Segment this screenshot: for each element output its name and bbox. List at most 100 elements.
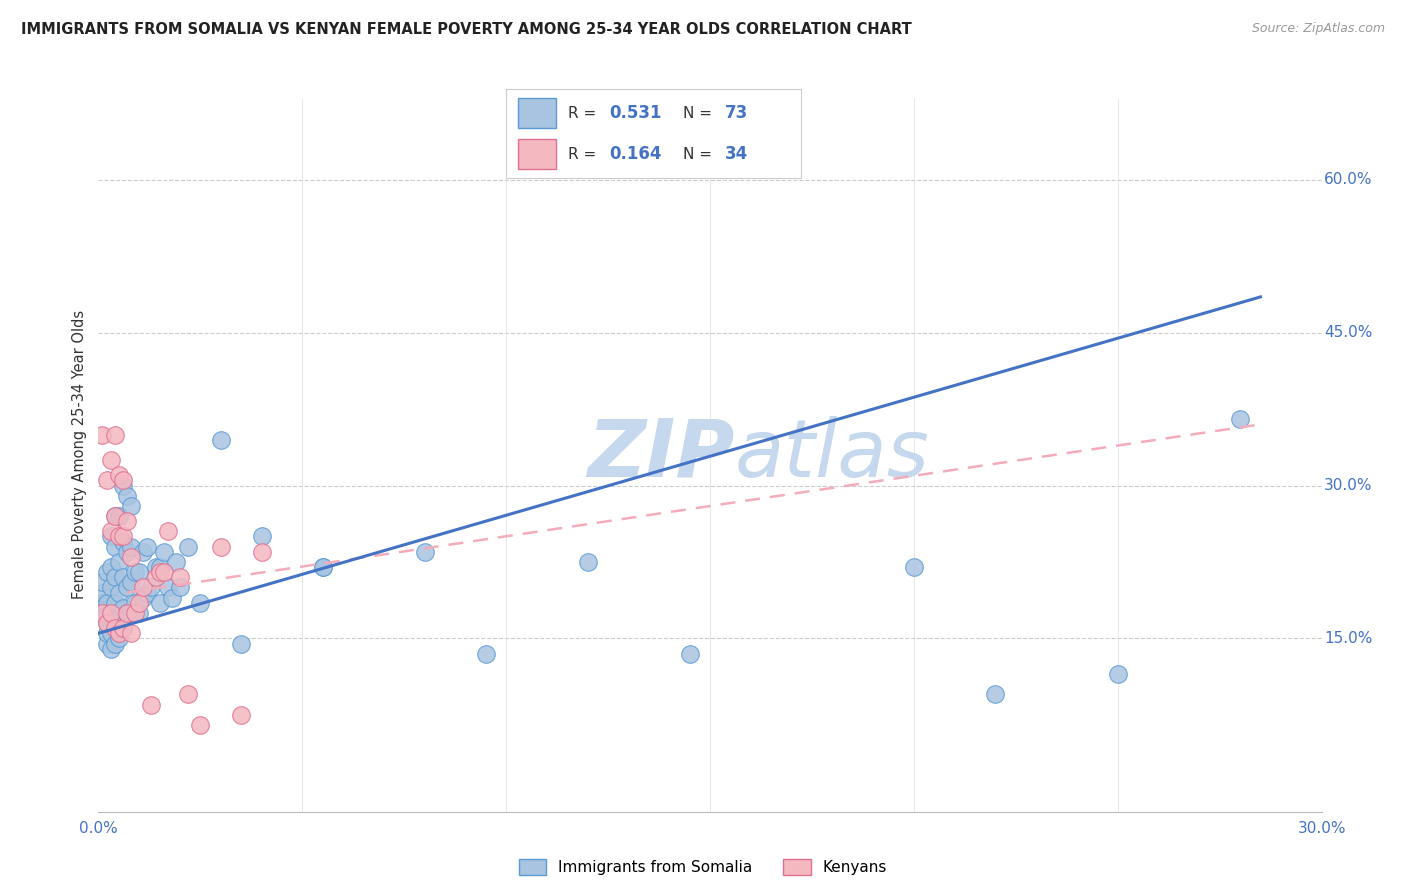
Point [132, 591, 155, 605]
Point [141, 581, 163, 595]
Point [188, 718, 212, 732]
Point [104, 427, 127, 442]
Point [250, 545, 273, 559]
Point [152, 565, 174, 579]
Point [177, 540, 200, 554]
Point [124, 596, 146, 610]
Point [188, 596, 212, 610]
Point [120, 499, 142, 513]
Point [145, 570, 167, 584]
Text: R =: R = [568, 106, 602, 120]
Point [100, 524, 122, 539]
Point [149, 565, 172, 579]
Point [120, 626, 142, 640]
Point [115, 606, 138, 620]
Text: 73: 73 [724, 104, 748, 122]
Point [679, 647, 702, 661]
Point [1229, 412, 1251, 426]
Point [149, 560, 172, 574]
Point [156, 524, 179, 539]
Point [96, 606, 118, 620]
Point [100, 560, 122, 574]
Point [104, 509, 127, 524]
Point [115, 545, 138, 559]
Point [108, 529, 131, 543]
Text: 60.0%: 60.0% [1324, 172, 1372, 187]
Point [100, 641, 122, 656]
Text: 45.0%: 45.0% [1324, 325, 1372, 340]
Point [91, 606, 114, 620]
Point [413, 545, 436, 559]
Point [152, 545, 174, 559]
Text: 34: 34 [724, 145, 748, 163]
Legend: Immigrants from Somalia, Kenyans: Immigrants from Somalia, Kenyans [519, 860, 887, 875]
Text: N =: N = [683, 106, 717, 120]
Y-axis label: Female Poverty Among 25-34 Year Olds: Female Poverty Among 25-34 Year Olds [72, 310, 87, 599]
Point [111, 621, 134, 635]
Point [100, 606, 122, 620]
Point [111, 529, 134, 543]
Point [169, 581, 191, 595]
Bar [517, 139, 557, 169]
Point [120, 540, 142, 554]
Text: ZIP: ZIP [588, 416, 734, 494]
Text: 30.0%: 30.0% [1324, 478, 1372, 493]
Point [96, 626, 118, 640]
Point [136, 540, 159, 554]
Point [91, 427, 114, 442]
Point [209, 433, 232, 447]
Point [111, 474, 134, 488]
Point [231, 707, 253, 722]
Point [100, 616, 122, 631]
Point [120, 606, 142, 620]
Point [104, 509, 127, 524]
Point [108, 509, 131, 524]
Point [1107, 667, 1129, 681]
Point [312, 560, 335, 574]
Point [111, 478, 134, 492]
Point [108, 611, 131, 625]
Point [124, 606, 146, 620]
Point [108, 468, 131, 483]
Text: N =: N = [683, 147, 717, 161]
Text: Source: ZipAtlas.com: Source: ZipAtlas.com [1251, 22, 1385, 36]
Point [156, 581, 179, 595]
Point [91, 575, 114, 590]
Point [104, 596, 127, 610]
Point [160, 591, 183, 605]
Point [111, 600, 134, 615]
Point [120, 549, 142, 564]
Point [312, 560, 335, 574]
Point [108, 585, 131, 599]
Point [96, 596, 118, 610]
Point [124, 565, 146, 579]
Point [115, 606, 138, 620]
Point [145, 560, 167, 574]
Text: IMMIGRANTS FROM SOMALIA VS KENYAN FEMALE POVERTY AMONG 25-34 YEAR OLDS CORRELATI: IMMIGRANTS FROM SOMALIA VS KENYAN FEMALE… [21, 22, 912, 37]
Point [111, 534, 134, 549]
Text: 15.0%: 15.0% [1324, 631, 1372, 646]
Point [474, 647, 498, 661]
Point [149, 596, 172, 610]
Point [100, 626, 122, 640]
Point [115, 514, 138, 528]
Point [104, 570, 127, 584]
Point [96, 636, 118, 650]
Point [120, 575, 142, 590]
Point [96, 474, 118, 488]
Point [100, 606, 122, 620]
Point [91, 585, 114, 599]
Point [250, 529, 273, 543]
Point [100, 529, 122, 543]
Point [96, 565, 118, 579]
Point [100, 581, 122, 595]
Text: R =: R = [568, 147, 602, 161]
Point [132, 581, 155, 595]
Point [984, 688, 1007, 702]
Point [96, 616, 118, 631]
Point [111, 621, 134, 635]
Point [128, 606, 150, 620]
Point [165, 555, 187, 569]
Text: 0.164: 0.164 [610, 145, 662, 163]
Point [128, 565, 150, 579]
